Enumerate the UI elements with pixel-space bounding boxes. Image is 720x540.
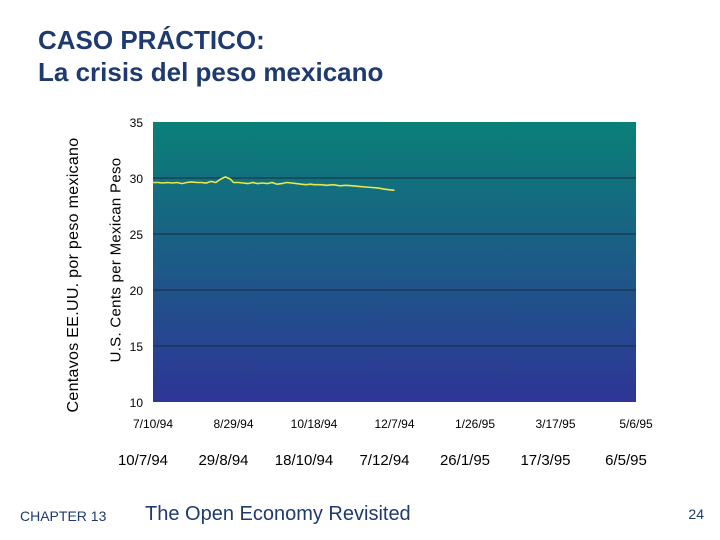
y-tick-label: 20 <box>130 284 144 298</box>
x-tick-label: 7/10/94 <box>133 417 173 431</box>
x-tick-label-translated: 18/10/94 <box>275 452 333 469</box>
y-tick-label: 25 <box>130 228 144 242</box>
title-line-2: La crisis del peso mexicano <box>38 57 384 87</box>
footer-title: The Open Economy Revisited <box>145 503 411 525</box>
page-number: 24 <box>688 506 704 522</box>
slide-title: CASO PRÁCTICO: La crisis del peso mexica… <box>38 24 383 88</box>
x-tick-label-translated: 17/3/95 <box>520 452 570 469</box>
x-tick-label: 1/26/95 <box>455 417 495 431</box>
x-tick-label: 12/7/94 <box>374 417 414 431</box>
x-tick-label-translated: 7/12/94 <box>359 452 409 469</box>
y-tick-label: 10 <box>130 396 144 410</box>
x-tick-label: 5/6/95 <box>619 417 653 431</box>
x-tick-label: 3/17/95 <box>535 417 575 431</box>
series-line <box>153 176 395 192</box>
x-tick-label: 8/29/94 <box>213 417 253 431</box>
x-tick-label-translated: 29/8/94 <box>198 452 248 469</box>
y-tick-label: 30 <box>130 172 144 186</box>
x-tick-label-translated: 6/5/95 <box>605 452 647 469</box>
y-tick-label: 15 <box>130 340 144 354</box>
plot-area <box>153 122 636 402</box>
x-tick-label-translated: 26/1/95 <box>440 452 490 469</box>
x-tick-label: 10/18/94 <box>291 417 338 431</box>
footer-chapter: CHAPTER 13 <box>20 508 107 524</box>
y-tick-label: 35 <box>130 116 144 130</box>
x-tick-label-translated: 10/7/94 <box>118 452 168 469</box>
title-line-1: CASO PRÁCTICO: <box>38 25 265 55</box>
